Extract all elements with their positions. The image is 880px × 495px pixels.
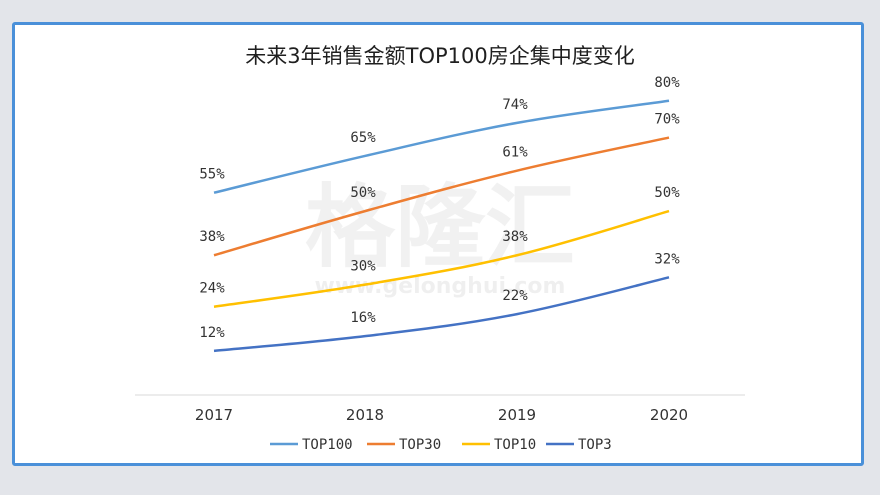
x-tick-label-2019: 2019 <box>498 406 536 424</box>
series-line-top10 <box>213 209 670 308</box>
data-label-top100-2017: 55% <box>199 167 225 183</box>
x-tick-label-2018: 2018 <box>346 406 384 424</box>
legend: TOP100 TOP30 TOP10 TOP3 <box>270 437 612 453</box>
data-label-top3-2018: 16% <box>350 310 376 326</box>
legend-label-top10: TOP10 <box>494 437 536 453</box>
data-label-top100-2020: 80% <box>654 75 680 91</box>
data-label-top3-2017: 12% <box>199 325 225 341</box>
data-label-top10-2018: 30% <box>350 259 376 275</box>
data-label-top10-2020: 50% <box>654 185 680 201</box>
data-label-top3-2019: 22% <box>502 288 528 304</box>
data-label-top100-2018: 65% <box>350 130 376 146</box>
x-tick-label-2017: 2017 <box>195 406 233 424</box>
data-label-top30-2018: 50% <box>350 185 376 201</box>
legend-item-top30: TOP30 <box>367 437 441 453</box>
data-label-top30-2019: 61% <box>502 145 528 161</box>
x-axis-ticks: 2017 2018 2019 2020 <box>195 406 688 424</box>
legend-label-top3: TOP3 <box>578 437 612 453</box>
legend-item-top100: TOP100 <box>270 437 353 453</box>
legend-item-top10: TOP10 <box>462 437 536 453</box>
series-line-top3 <box>213 276 670 353</box>
series-line-top100 <box>213 99 670 194</box>
data-label-top30-2020: 70% <box>654 112 680 128</box>
legend-label-top30: TOP30 <box>399 437 441 453</box>
x-tick-label-2020: 2020 <box>650 406 688 424</box>
legend-label-top100: TOP100 <box>302 437 353 453</box>
legend-item-top3: TOP3 <box>546 437 612 453</box>
data-label-top10-2017: 24% <box>199 281 225 297</box>
chart-title: 未来3年销售金额TOP100房企集中度变化 <box>245 44 634 68</box>
data-label-top10-2019: 38% <box>502 229 528 245</box>
watermark: 格隆汇 www.gelonghui.com <box>305 175 575 299</box>
data-label-top30-2017: 38% <box>199 229 225 245</box>
data-label-top100-2019: 74% <box>502 97 528 113</box>
watermark-logo-text: 格隆汇 <box>305 175 575 280</box>
series-line-top30 <box>213 136 670 257</box>
data-label-top3-2020: 32% <box>654 251 680 267</box>
series-layer: 55% 65% 74% 80% 38% 50% 61% 70% 24% 30% 38% 50% 12% 1… <box>199 75 680 353</box>
chart-frame <box>12 22 864 466</box>
